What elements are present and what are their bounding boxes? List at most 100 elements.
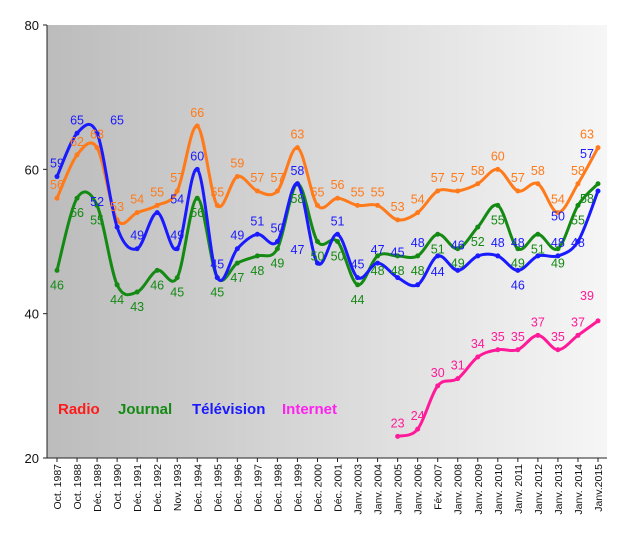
data-point-internet [435, 383, 441, 389]
data-label-journal: 51 [431, 242, 445, 256]
data-label-television: 48 [511, 236, 525, 250]
data-point-journal [375, 253, 381, 259]
data-point-television [194, 166, 200, 172]
data-label-internet: 24 [411, 409, 425, 423]
data-point-journal [475, 224, 481, 230]
data-point-television [515, 267, 521, 273]
data-label-television: 49 [170, 229, 184, 243]
data-point-internet [555, 347, 561, 353]
data-point-radio [74, 152, 80, 158]
data-point-television [74, 130, 80, 136]
y-tick-label: 40 [25, 307, 39, 322]
data-point-radio [274, 188, 280, 194]
data-label-radio: 57 [270, 171, 284, 185]
data-point-internet [475, 354, 481, 360]
x-tick-label: Oct. 1988 [72, 464, 84, 510]
data-point-television [294, 181, 300, 187]
data-label-television: 51 [331, 214, 345, 228]
data-point-internet [395, 433, 401, 439]
legend-entry: Internet [282, 401, 337, 418]
data-label-internet: 35 [551, 330, 565, 344]
data-label-internet: 35 [491, 330, 505, 344]
data-label-journal: 56 [190, 206, 204, 220]
data-point-journal [495, 202, 501, 208]
data-point-journal [555, 246, 561, 252]
series-line-radio [55, 124, 600, 226]
data-point-journal [74, 195, 80, 201]
data-point-radio [174, 188, 180, 194]
data-point-television [314, 260, 320, 266]
data-point-television [595, 188, 601, 194]
data-label-radio: 63 [580, 128, 594, 142]
data-label-radio: 66 [190, 106, 204, 120]
data-label-radio: 55 [311, 185, 325, 199]
data-label-journal: 46 [150, 278, 164, 292]
data-label-radio: 57 [170, 171, 184, 185]
data-label-television: 47 [371, 243, 385, 257]
data-point-radio [475, 181, 481, 187]
data-point-journal [575, 202, 581, 208]
data-point-journal [54, 267, 60, 273]
x-tick-label: Janv. 2010 [493, 464, 505, 515]
data-point-internet [535, 332, 541, 338]
data-point-radio [214, 202, 220, 208]
data-label-television: 49 [230, 229, 244, 243]
data-point-television [214, 275, 220, 281]
data-label-journal: 58 [290, 192, 304, 206]
data-label-radio: 57 [250, 171, 264, 185]
data-label-radio: 56 [50, 178, 64, 192]
data-label-radio: 62 [70, 135, 84, 149]
data-label-radio: 53 [391, 200, 405, 214]
data-label-journal: 58 [580, 192, 594, 206]
x-tick-label: Déc. 1994 [192, 464, 204, 512]
data-label-radio: 55 [210, 185, 224, 199]
data-label-television: 65 [110, 113, 124, 127]
data-label-radio: 59 [230, 157, 244, 171]
x-tick-label: Janv. 2008 [453, 464, 465, 515]
data-label-television: 48 [491, 236, 505, 250]
x-tick-label: Janv. 2014 [573, 464, 585, 515]
data-label-radio: 60 [491, 149, 505, 163]
data-label-radio: 54 [411, 193, 425, 207]
data-point-journal [535, 231, 541, 237]
data-label-internet: 39 [580, 289, 594, 303]
data-point-radio [455, 188, 461, 194]
data-label-radio: 56 [331, 178, 345, 192]
data-label-radio: 63 [290, 128, 304, 142]
data-label-internet: 31 [451, 359, 465, 373]
data-label-television: 60 [190, 149, 204, 163]
data-label-radio: 57 [451, 171, 465, 185]
data-label-television: 46 [451, 238, 465, 252]
legend-entry: Télévision [192, 401, 265, 418]
x-tick-label: Déc. 1992 [152, 464, 164, 512]
data-point-radio [555, 210, 561, 216]
data-label-internet: 37 [571, 315, 585, 329]
data-point-journal [395, 253, 401, 259]
y-tick-label: 80 [25, 18, 39, 33]
data-label-internet: 23 [391, 416, 405, 430]
data-point-television [535, 253, 541, 259]
data-label-journal: 48 [371, 264, 385, 278]
data-label-journal: 50 [331, 250, 345, 264]
data-label-journal: 50 [311, 250, 325, 264]
x-tick-label: Déc. 1998 [272, 464, 284, 512]
data-label-journal: 45 [170, 286, 184, 300]
data-label-radio: 58 [571, 164, 585, 178]
x-tick-label: Déc. 1997 [252, 464, 264, 512]
data-label-television: 45 [210, 258, 224, 272]
data-label-journal: 48 [391, 264, 405, 278]
data-point-television [94, 130, 100, 136]
data-label-radio: 57 [431, 171, 445, 185]
data-label-internet: 34 [471, 337, 485, 351]
y-tick-label: 20 [25, 451, 39, 466]
data-label-television: 50 [270, 222, 284, 236]
data-label-television: 48 [411, 236, 425, 250]
x-tick-label: Fév. 2007 [433, 464, 445, 510]
data-label-radio: 57 [511, 171, 525, 185]
data-label-television: 45 [391, 246, 405, 260]
data-point-television [575, 239, 581, 244]
data-label-television: 44 [431, 265, 445, 279]
data-point-television [355, 275, 361, 281]
data-point-radio [375, 202, 381, 208]
data-point-radio [254, 188, 260, 194]
